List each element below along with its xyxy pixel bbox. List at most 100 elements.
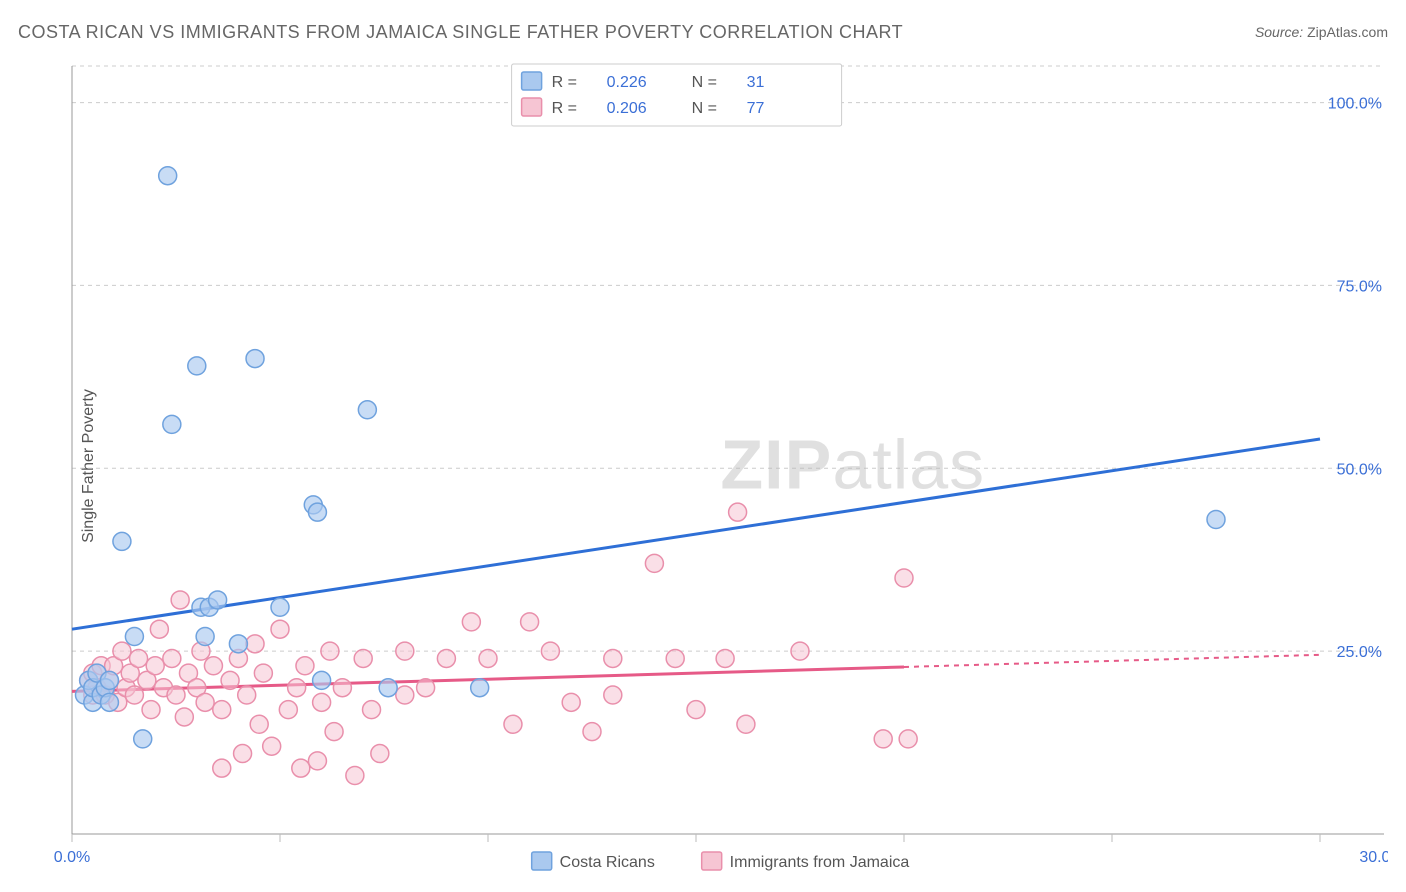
point-immigrants_jamaica xyxy=(354,649,372,667)
point-immigrants_jamaica xyxy=(541,642,559,660)
point-immigrants_jamaica xyxy=(308,752,326,770)
point-immigrants_jamaica xyxy=(687,701,705,719)
legend-swatch-immigrants_jamaica xyxy=(522,98,542,116)
point-immigrants_jamaica xyxy=(238,686,256,704)
point-costa_ricans xyxy=(358,401,376,419)
point-immigrants_jamaica xyxy=(263,737,281,755)
legend-stat-n-value: 77 xyxy=(747,100,765,117)
legend-bottom-label-immigrants_jamaica: Immigrants from Jamaica xyxy=(730,854,910,871)
point-immigrants_jamaica xyxy=(437,649,455,667)
point-immigrants_jamaica xyxy=(895,569,913,587)
point-immigrants_jamaica xyxy=(150,620,168,638)
point-immigrants_jamaica xyxy=(396,686,414,704)
trend-line-dash-immigrants_jamaica xyxy=(904,655,1320,667)
point-immigrants_jamaica xyxy=(125,686,143,704)
x-tick-label: 0.0% xyxy=(54,849,90,866)
point-immigrants_jamaica xyxy=(296,657,314,675)
point-immigrants_jamaica xyxy=(417,679,435,697)
point-costa_ricans xyxy=(308,503,326,521)
source-label: Source: xyxy=(1255,24,1303,40)
y-tick-label: 100.0% xyxy=(1328,96,1382,113)
chart-header: COSTA RICAN VS IMMIGRANTS FROM JAMAICA S… xyxy=(18,22,1388,52)
point-immigrants_jamaica xyxy=(279,701,297,719)
point-costa_ricans xyxy=(159,167,177,185)
point-costa_ricans xyxy=(209,591,227,609)
point-immigrants_jamaica xyxy=(874,730,892,748)
scatter-plot: 25.0%50.0%75.0%100.0%0.0%30.0%ZIPatlasR … xyxy=(50,58,1388,874)
x-tick-label: 30.0% xyxy=(1359,849,1388,866)
point-costa_ricans xyxy=(196,628,214,646)
point-immigrants_jamaica xyxy=(462,613,480,631)
y-tick-label: 50.0% xyxy=(1337,461,1382,478)
legend-stat-r-label: R = xyxy=(552,100,577,117)
point-costa_ricans xyxy=(246,350,264,368)
trend-line-costa_ricans xyxy=(72,439,1320,629)
point-immigrants_jamaica xyxy=(504,715,522,733)
point-immigrants_jamaica xyxy=(363,701,381,719)
legend-stat-n-label: N = xyxy=(692,100,717,117)
point-costa_ricans xyxy=(229,635,247,653)
point-immigrants_jamaica xyxy=(325,723,343,741)
point-immigrants_jamaica xyxy=(213,701,231,719)
legend-stat-r-value: 0.226 xyxy=(607,74,647,91)
point-immigrants_jamaica xyxy=(321,642,339,660)
legend-stat-r-value: 0.206 xyxy=(607,100,647,117)
legend-stat-n-label: N = xyxy=(692,74,717,91)
point-immigrants_jamaica xyxy=(246,635,264,653)
point-immigrants_jamaica xyxy=(175,708,193,726)
legend-stat-r-label: R = xyxy=(552,74,577,91)
point-immigrants_jamaica xyxy=(213,759,231,777)
point-immigrants_jamaica xyxy=(583,723,601,741)
point-immigrants_jamaica xyxy=(163,649,181,667)
point-immigrants_jamaica xyxy=(113,642,131,660)
point-immigrants_jamaica xyxy=(234,745,252,763)
point-immigrants_jamaica xyxy=(899,730,917,748)
point-immigrants_jamaica xyxy=(271,620,289,638)
point-immigrants_jamaica xyxy=(142,701,160,719)
point-immigrants_jamaica xyxy=(204,657,222,675)
plot-container: Single Father Poverty 25.0%50.0%75.0%100… xyxy=(18,58,1388,874)
point-costa_ricans xyxy=(471,679,489,697)
point-immigrants_jamaica xyxy=(371,745,389,763)
point-immigrants_jamaica xyxy=(167,686,185,704)
point-immigrants_jamaica xyxy=(254,664,272,682)
point-immigrants_jamaica xyxy=(288,679,306,697)
point-immigrants_jamaica xyxy=(716,649,734,667)
point-immigrants_jamaica xyxy=(791,642,809,660)
point-immigrants_jamaica xyxy=(221,671,239,689)
y-tick-label: 25.0% xyxy=(1337,644,1382,661)
point-immigrants_jamaica xyxy=(346,766,364,784)
y-tick-label: 75.0% xyxy=(1337,278,1382,295)
point-immigrants_jamaica xyxy=(604,686,622,704)
point-immigrants_jamaica xyxy=(196,693,214,711)
legend-swatch-costa_ricans xyxy=(522,72,542,90)
point-immigrants_jamaica xyxy=(604,649,622,667)
source-value: ZipAtlas.com xyxy=(1307,24,1388,40)
point-immigrants_jamaica xyxy=(521,613,539,631)
legend-bottom-label-costa_ricans: Costa Ricans xyxy=(560,854,655,871)
point-costa_ricans xyxy=(271,598,289,616)
point-costa_ricans xyxy=(100,671,118,689)
point-immigrants_jamaica xyxy=(313,693,331,711)
point-immigrants_jamaica xyxy=(479,649,497,667)
point-immigrants_jamaica xyxy=(645,554,663,572)
point-immigrants_jamaica xyxy=(666,649,684,667)
point-immigrants_jamaica xyxy=(737,715,755,733)
point-immigrants_jamaica xyxy=(729,503,747,521)
legend-bottom-swatch-immigrants_jamaica xyxy=(702,852,722,870)
legend-bottom-swatch-costa_ricans xyxy=(532,852,552,870)
chart-title: COSTA RICAN VS IMMIGRANTS FROM JAMAICA S… xyxy=(18,22,903,42)
point-immigrants_jamaica xyxy=(130,649,148,667)
point-costa_ricans xyxy=(188,357,206,375)
point-immigrants_jamaica xyxy=(171,591,189,609)
point-immigrants_jamaica xyxy=(562,693,580,711)
point-immigrants_jamaica xyxy=(250,715,268,733)
point-costa_ricans xyxy=(125,628,143,646)
point-costa_ricans xyxy=(134,730,152,748)
point-costa_ricans xyxy=(1207,510,1225,528)
point-costa_ricans xyxy=(100,693,118,711)
point-costa_ricans xyxy=(313,671,331,689)
legend-stat-n-value: 31 xyxy=(747,74,765,91)
point-immigrants_jamaica xyxy=(396,642,414,660)
source-attribution: Source: ZipAtlas.com xyxy=(1255,24,1388,40)
